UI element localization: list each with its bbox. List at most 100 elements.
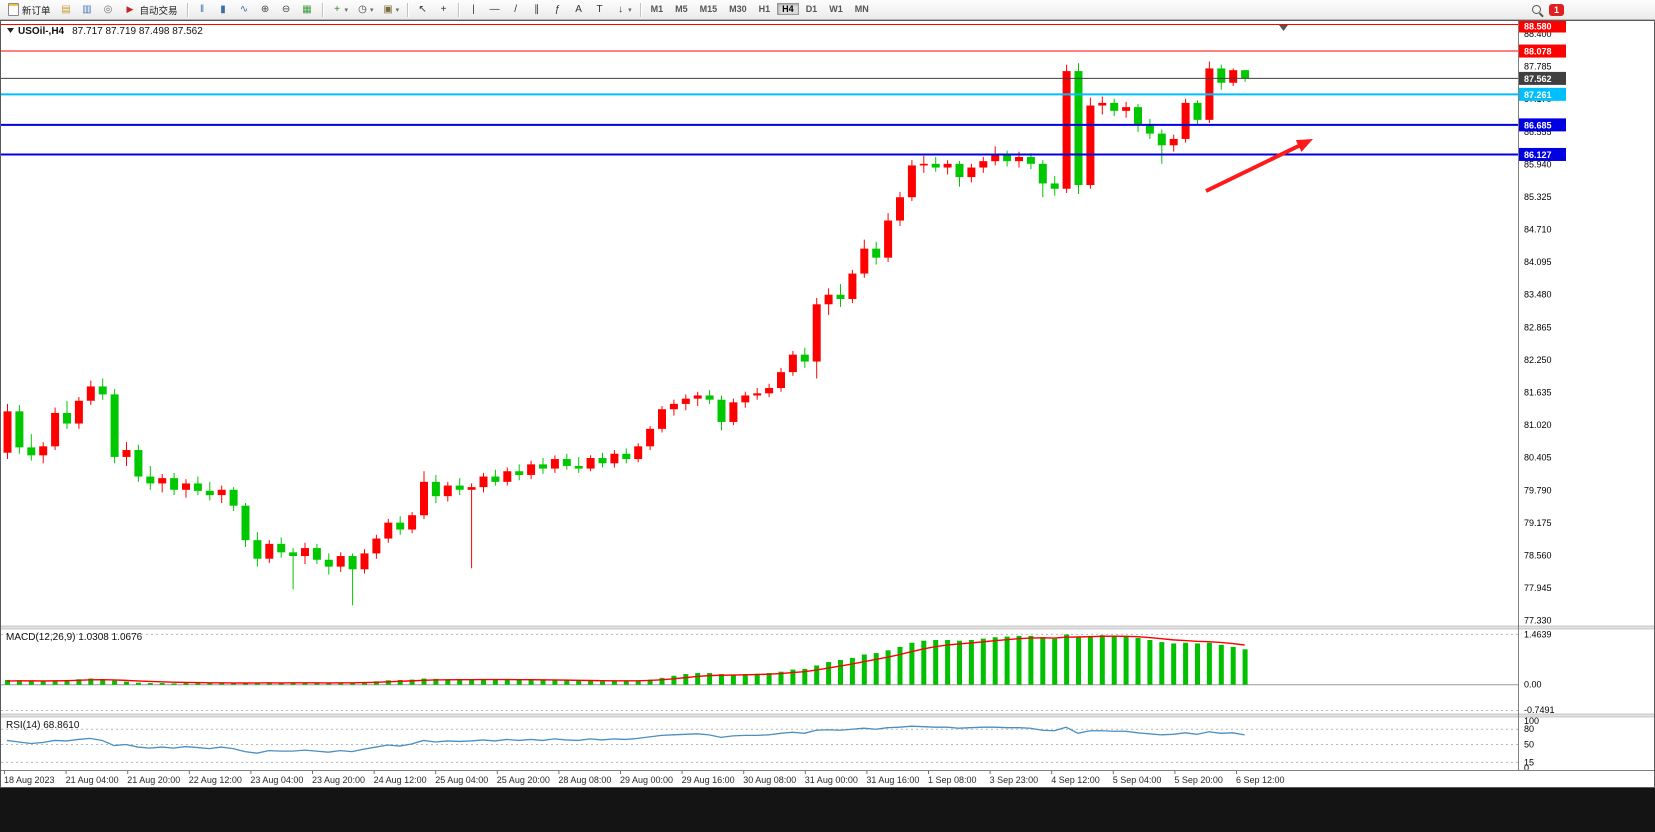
price-tick-label: 85.325 — [1524, 192, 1552, 202]
panel-divider-rsi[interactable] — [0, 713, 1655, 718]
chart-window: 1.4639 0.00 -0.7491 100 80 50 15 0 18 Aug 2023… — [0, 19, 1655, 788]
templates-icon-button[interactable]: ▣ ▾ — [379, 1, 403, 18]
price-tick-label: 77.945 — [1524, 583, 1552, 593]
tile-windows-icon: ▦ — [302, 4, 312, 15]
text-label-icon-button[interactable]: T — [590, 1, 609, 18]
symbol-expand-icon[interactable] — [7, 28, 14, 33]
rsi-line — [6, 725, 1245, 754]
charts-stack-icon-button[interactable]: ▤ — [57, 1, 76, 18]
periods-icon-button[interactable]: ◷ ▾ — [353, 1, 377, 18]
candlestick-chart-icon-button[interactable]: ▮ — [214, 1, 233, 18]
macd-signal-line — [6, 635, 1245, 684]
macd-panel: 1.4639 0.00 -0.7491 — [1, 629, 1555, 715]
price-tick-label: 77.330 — [1524, 616, 1552, 626]
price-tick-label: 88.400 — [1524, 29, 1552, 39]
trend-arrow-annotation[interactable] — [1205, 139, 1313, 193]
timeframe-M15[interactable]: M15 — [699, 4, 718, 14]
candlestick-chart-icon: ▮ — [220, 4, 226, 15]
trendline-icon: / — [514, 4, 517, 15]
market-watch-icon-button[interactable]: ▥ — [78, 1, 97, 18]
vertical-line-icon-button[interactable]: | — [464, 1, 483, 18]
zoom-out-icon: ⊖ — [281, 4, 291, 15]
time-tick-label: 23 Aug 04:00 — [250, 775, 303, 785]
timeframe-W1[interactable]: W1 — [829, 4, 843, 14]
new-order-button[interactable]: 新订单 — [3, 0, 56, 19]
zoom-in-icon: ⊕ — [260, 4, 270, 15]
price-tick-label: 79.790 — [1524, 485, 1552, 495]
svg-text:88.078: 88.078 — [1524, 47, 1552, 57]
price-tick-label: 87.785 — [1524, 62, 1552, 72]
timeframe-H1[interactable]: H1 — [758, 4, 771, 14]
data-window-icon-button[interactable]: ◎ — [99, 1, 118, 18]
svg-text:100: 100 — [1524, 716, 1539, 726]
auto-trading-button[interactable]: ▶ 自动交易 — [119, 0, 183, 19]
line-chart-icon-button[interactable]: ∿ — [235, 1, 254, 18]
price-tag — [1519, 87, 1566, 101]
svg-text:15: 15 — [1524, 757, 1534, 767]
toolbar-separator — [407, 2, 409, 17]
time-axis[interactable]: 18 Aug 2023 21 Aug 04:00 21 Aug 20:00 22 Au… — [4, 770, 1285, 785]
panel-divider-macd[interactable] — [0, 625, 1655, 630]
arrow-shaft[interactable] — [1205, 140, 1307, 193]
svg-text:86.685: 86.685 — [1524, 120, 1552, 130]
svg-text:-0.7491: -0.7491 — [1524, 705, 1555, 715]
price-tick-label: 84.095 — [1524, 257, 1552, 267]
data-window-icon: ◎ — [103, 4, 113, 15]
auto-trading-label: 自动交易 — [139, 5, 178, 17]
timeframe-M30[interactable]: M30 — [729, 4, 747, 14]
svg-text:80: 80 — [1524, 724, 1534, 734]
fibonacci-icon-button[interactable]: ƒ — [548, 1, 567, 18]
timeframe-M5[interactable]: M5 — [675, 4, 688, 14]
dropdown-caret-icon: ▾ — [370, 6, 374, 14]
time-tick-label: 23 Aug 20:00 — [312, 775, 365, 785]
symbol-timeframe-label: USOil-,H4 — [18, 26, 65, 37]
arrows-icon-button[interactable]: ↓ ▾ — [611, 1, 635, 18]
zoom-in-icon-button[interactable]: ⊕ — [256, 1, 275, 18]
toolbar: 新订单 ▤ ▥ ◎ ▶ 自动交易 ‖ ▮ ∿ ⊕ ⊖ ▦ + ▾ ◷ ▾ ▣ ▾ ↖ + | — / ∥ ƒ A T ↓… — [0, 0, 1655, 20]
time-tick-label: 28 Aug 08:00 — [558, 775, 611, 785]
time-tick-label: 24 Aug 12:00 — [374, 775, 427, 785]
chart-shift-marker[interactable] — [1279, 25, 1288, 31]
toolbar-separator — [458, 2, 460, 17]
time-tick-label: 6 Sep 12:00 — [1236, 775, 1285, 785]
horizontal-line-icon-button[interactable]: — — [485, 1, 504, 18]
timeframe-MN[interactable]: MN — [854, 4, 869, 14]
dropdown-caret-icon: ▾ — [395, 6, 400, 14]
price-tick-label: 82.865 — [1524, 322, 1552, 332]
periods-icon: ◷ — [358, 4, 367, 15]
timeframe-M1[interactable]: M1 — [650, 4, 664, 14]
toolbar-separator — [321, 2, 323, 17]
equidistant-channel-icon-button[interactable]: ∥ — [527, 1, 546, 18]
notification-badge[interactable]: 1 — [1548, 3, 1564, 16]
indicators-icon-button[interactable]: + ▾ — [328, 1, 352, 18]
time-tick-label: 4 Sep 12:00 — [1051, 775, 1100, 785]
price-tick-label: 83.480 — [1524, 290, 1552, 300]
text-icon-button[interactable]: A — [569, 1, 588, 18]
time-tick-label: 31 Aug 16:00 — [866, 775, 919, 785]
time-tick-label: 30 Aug 08:00 — [743, 775, 796, 785]
cursor-tools-group: ↖ + — [412, 1, 454, 18]
toolbar-separator — [639, 2, 641, 17]
search-icon[interactable] — [1531, 5, 1541, 14]
price-tick-label: 78.560 — [1524, 551, 1552, 561]
horizontal-level-lines[interactable] — [1, 23, 1518, 156]
timeframe-D1[interactable]: D1 — [805, 4, 818, 14]
tile-windows-icon-button[interactable]: ▦ — [298, 1, 317, 18]
time-tick-label: 21 Aug 04:00 — [66, 775, 119, 785]
ohlc-values: 87.717 87.719 87.498 87.562 — [72, 26, 203, 37]
trendline-icon-button[interactable]: / — [506, 1, 525, 18]
time-tick-label: 5 Sep 20:00 — [1174, 775, 1223, 785]
cursor-icon-button[interactable]: ↖ — [413, 1, 432, 18]
timeframe-H4[interactable]: H4 — [777, 3, 799, 15]
svg-text:1.4639: 1.4639 — [1524, 629, 1552, 639]
crosshair-icon-button[interactable]: + — [434, 1, 453, 18]
text-icon: A — [575, 4, 582, 15]
bar-chart-icon: ‖ — [199, 4, 205, 15]
price-tick-label: 81.020 — [1524, 420, 1552, 430]
bar-chart-icon-button[interactable]: ‖ — [193, 1, 212, 18]
zoom-out-icon-button[interactable]: ⊖ — [277, 1, 296, 18]
dropdown-caret-icon: ▾ — [628, 6, 632, 14]
time-tick-label: 29 Aug 16:00 — [682, 775, 735, 785]
crosshair-icon: + — [440, 4, 447, 15]
